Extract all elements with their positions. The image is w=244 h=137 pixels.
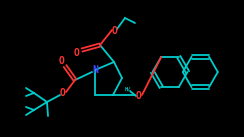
Text: N: N: [92, 65, 98, 75]
Text: O: O: [74, 48, 80, 58]
Text: O: O: [112, 26, 118, 36]
Text: H/: H/: [125, 86, 131, 92]
Text: O: O: [136, 91, 142, 101]
Text: O: O: [59, 56, 65, 66]
Text: O: O: [60, 88, 66, 98]
